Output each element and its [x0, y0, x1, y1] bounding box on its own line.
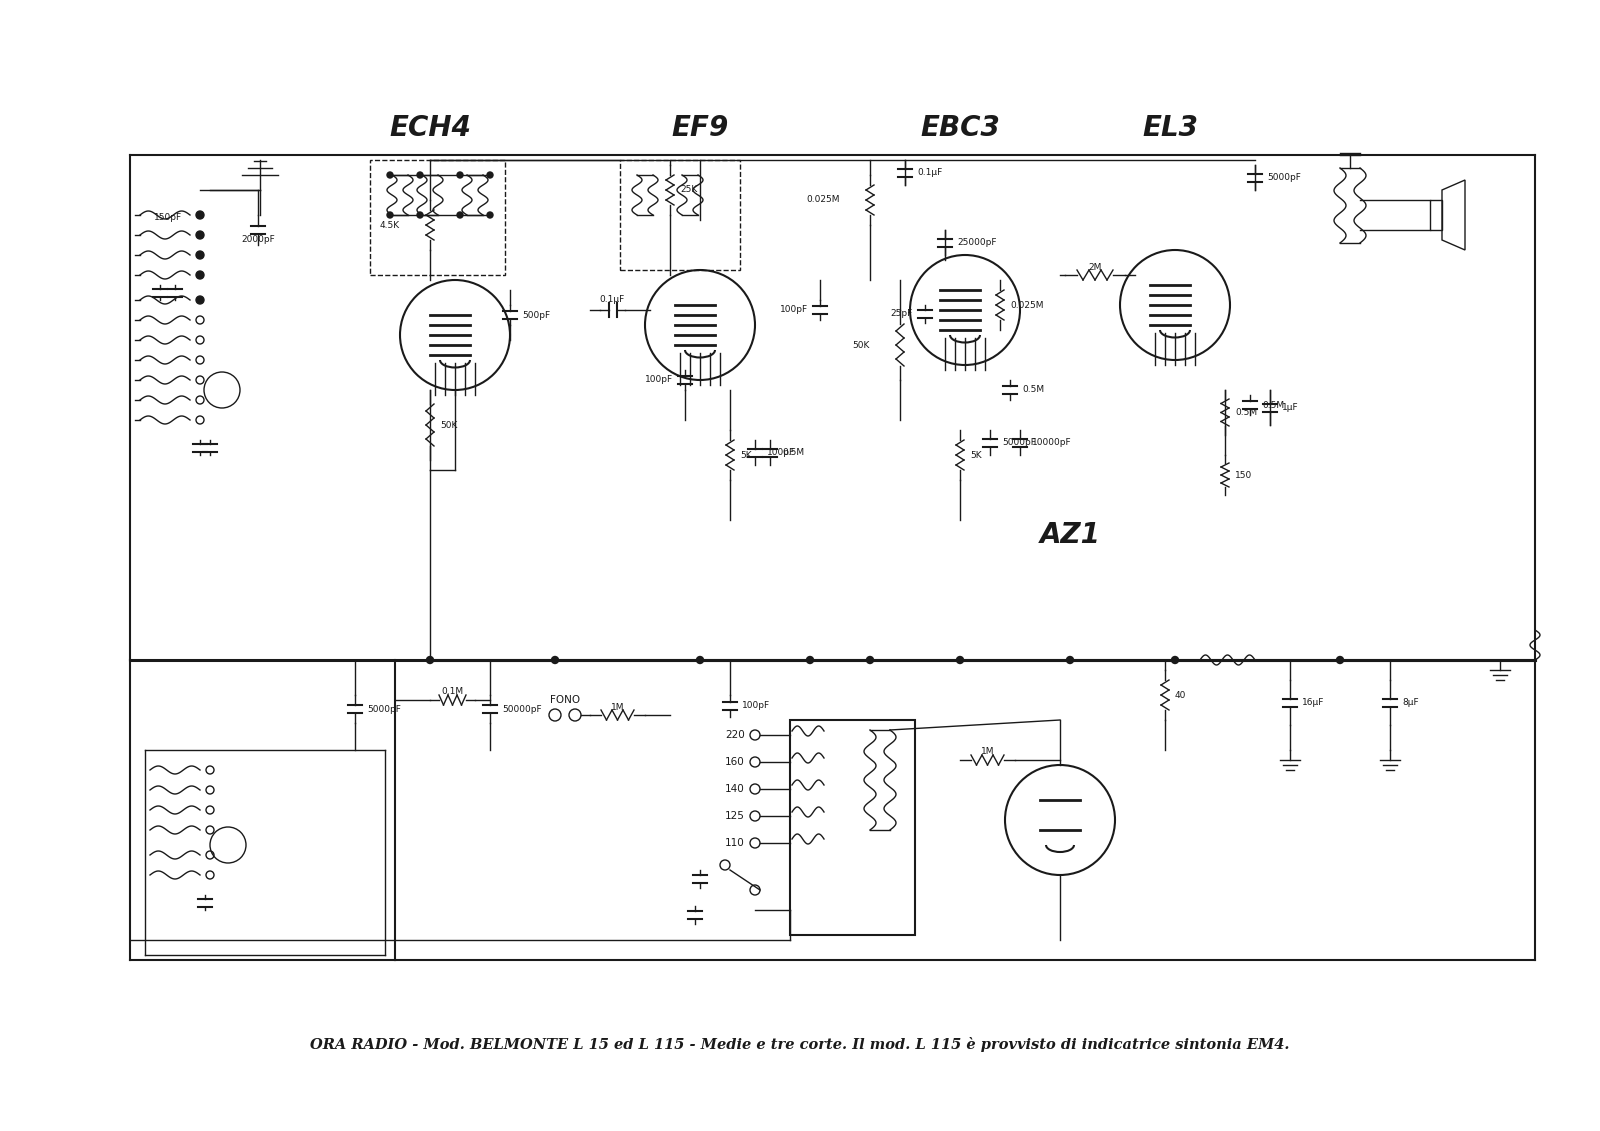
Text: 8µF: 8µF [1402, 698, 1419, 707]
Text: 0.5M: 0.5M [782, 448, 805, 457]
Text: 4.5K: 4.5K [379, 221, 400, 230]
Circle shape [418, 172, 422, 178]
Text: 50K: 50K [440, 421, 458, 430]
Text: 50000pF: 50000pF [502, 705, 542, 714]
Text: 25pF: 25pF [891, 310, 914, 319]
Text: 1M: 1M [981, 748, 994, 757]
Text: 0.1M: 0.1M [442, 688, 464, 697]
Text: ORA RADIO - Mod. BELMONTE L 15 ed L 115 - Medie e tre corte. Il mod. L 115 è pro: ORA RADIO - Mod. BELMONTE L 15 ed L 115 … [310, 1037, 1290, 1053]
Circle shape [1336, 656, 1344, 664]
Text: 5000pF: 5000pF [1002, 438, 1035, 447]
Text: 100pF: 100pF [742, 701, 770, 710]
Circle shape [195, 271, 205, 279]
Text: EBC3: EBC3 [920, 114, 1000, 143]
Circle shape [195, 251, 205, 259]
Circle shape [418, 211, 422, 218]
Circle shape [806, 656, 813, 664]
Text: FONO: FONO [550, 696, 581, 705]
Text: 16µF: 16µF [1302, 698, 1325, 707]
Text: 5K: 5K [739, 450, 752, 459]
Circle shape [957, 656, 963, 664]
Bar [370, 159, 506, 275]
Text: 5000pF: 5000pF [366, 705, 402, 714]
Text: 50K: 50K [853, 340, 870, 349]
Circle shape [195, 211, 205, 219]
Text: 150pF: 150pF [154, 214, 182, 223]
Circle shape [1171, 656, 1179, 664]
Text: 40: 40 [1174, 691, 1186, 699]
Text: EL3: EL3 [1142, 114, 1198, 143]
Text: 125: 125 [725, 811, 746, 821]
Text: 100pF: 100pF [766, 448, 795, 457]
Text: 5000pF: 5000pF [1267, 173, 1301, 182]
Text: 110: 110 [725, 838, 746, 848]
Text: 0.1µF: 0.1µF [917, 169, 942, 176]
Text: 25000pF: 25000pF [957, 238, 997, 247]
Circle shape [696, 656, 704, 664]
Circle shape [387, 172, 394, 178]
Circle shape [486, 172, 493, 178]
Circle shape [427, 656, 434, 664]
Text: AZ1: AZ1 [1040, 521, 1101, 549]
Text: 25K: 25K [680, 185, 698, 195]
Bar [621, 159, 739, 270]
Text: 100pF: 100pF [645, 375, 674, 385]
Text: 0.025M: 0.025M [1010, 301, 1043, 310]
Text: 150: 150 [1235, 470, 1253, 480]
Text: 10000pF: 10000pF [1032, 438, 1072, 447]
Circle shape [195, 231, 205, 239]
Text: 160: 160 [725, 757, 746, 767]
Circle shape [1067, 656, 1074, 664]
Text: 5K: 5K [970, 450, 982, 459]
Text: 2M: 2M [1088, 262, 1102, 271]
Text: 1M: 1M [611, 702, 624, 711]
Text: 0.025M: 0.025M [806, 196, 840, 205]
Text: EF9: EF9 [672, 114, 728, 143]
Text: 2000pF: 2000pF [242, 235, 275, 244]
Text: 0.5M: 0.5M [1022, 386, 1045, 395]
Text: 0.5M: 0.5M [1235, 408, 1258, 417]
Circle shape [458, 211, 462, 218]
Circle shape [387, 211, 394, 218]
Bar [1430, 200, 1442, 230]
Circle shape [486, 211, 493, 218]
Text: 0.5M: 0.5M [1262, 400, 1285, 409]
Text: 220: 220 [725, 729, 746, 740]
Bar [790, 720, 915, 935]
Circle shape [195, 296, 205, 304]
Circle shape [552, 656, 558, 664]
Circle shape [867, 656, 874, 664]
Circle shape [458, 172, 462, 178]
Text: 140: 140 [725, 784, 746, 794]
Text: 0.1µF: 0.1µF [600, 295, 626, 304]
Text: ECH4: ECH4 [389, 114, 470, 143]
Text: 500pF: 500pF [522, 311, 550, 319]
Text: 1µF: 1µF [1282, 403, 1299, 412]
Text: 100pF: 100pF [779, 305, 808, 314]
